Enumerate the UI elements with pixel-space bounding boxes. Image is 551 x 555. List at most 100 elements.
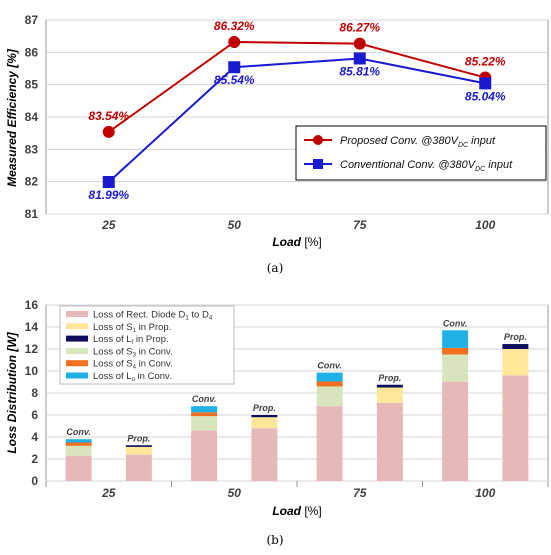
bar-segment [191, 430, 218, 481]
bar-group-label: Prop. [378, 373, 401, 383]
y-tick-label: 4 [31, 430, 38, 444]
y-tick-label: 14 [25, 320, 39, 334]
efficiency-x-axis-label: Load [%] [272, 235, 321, 249]
y-tick-label: 81 [25, 207, 39, 221]
efficiency-legend: Proposed Conv. @380VDC input Conventional… [295, 125, 547, 181]
data-point [102, 175, 115, 188]
loss-x-axis-label: Load [%] [272, 504, 321, 518]
caption-b: (b) [266, 533, 283, 547]
efficiency-y-axis-label: Measured Efficiency [%] [5, 48, 19, 187]
bar-segment [65, 445, 92, 456]
legend-swatch [66, 372, 88, 379]
bar-group-label: Prop. [127, 433, 150, 443]
y-tick-label: 84 [25, 110, 39, 124]
legend-label: Loss of S1 in Prop. [93, 322, 171, 334]
y-tick-label: 87 [25, 13, 39, 27]
data-label: 83.54% [88, 109, 129, 123]
legend-marker [313, 135, 323, 145]
data-point [228, 61, 241, 74]
bar-segment [125, 454, 152, 481]
y-tick-label: 6 [31, 408, 38, 422]
legend-label: Proposed Conv. @380VDC input [340, 135, 496, 149]
data-label: 85.81% [339, 64, 380, 78]
y-tick-label: 0 [31, 474, 38, 488]
legend-label: Loss of Lf in Prop. [93, 334, 169, 346]
series-line [108, 40, 486, 133]
bar-segment [251, 417, 278, 429]
x-tick-label: 100 [475, 486, 495, 500]
bar-segment [502, 344, 529, 349]
legend-swatch [66, 323, 88, 330]
efficiency-y-ticks: 81 82 83 84 85 86 87 [25, 13, 39, 221]
loss-x-ticks: 25 50 75 100 [101, 486, 496, 500]
bar-segment [125, 445, 152, 447]
data-point [228, 35, 241, 48]
bar-segment [316, 406, 343, 481]
bar-segment [376, 387, 403, 403]
x-tick-label: 50 [228, 486, 242, 500]
y-tick-label: 8 [31, 386, 38, 400]
bar-group-label: Conv. [192, 394, 217, 404]
bar-segment [376, 402, 403, 481]
x-tick-label: 75 [353, 218, 367, 232]
legend-marker [313, 159, 323, 169]
data-label: 81.99% [88, 188, 129, 202]
bar-segment [191, 406, 218, 413]
bar-group-label: Conv. [317, 361, 342, 371]
x-tick-label: 25 [101, 486, 116, 500]
data-label: 85.22% [465, 55, 506, 69]
legend-label: Loss of S4 in Conv. [93, 359, 173, 371]
bar-segment [502, 375, 529, 481]
loss-y-ticks: 0 2 4 6 8 10 12 14 16 [25, 298, 39, 488]
legend-swatch [66, 335, 88, 342]
bar-segment [251, 415, 278, 418]
y-tick-label: 10 [25, 364, 39, 378]
y-tick-label: 83 [25, 142, 39, 156]
bar-segment [191, 412, 218, 417]
efficiency-series [102, 35, 492, 188]
legend-swatch [66, 360, 88, 367]
data-point [479, 77, 492, 90]
bar-segment [316, 381, 343, 387]
data-label: 86.32% [214, 19, 255, 33]
bar-group-label: Prop. [504, 332, 527, 342]
data-point [353, 52, 366, 65]
bar-segment [65, 455, 92, 481]
data-point [102, 125, 115, 138]
y-tick-label: 12 [25, 342, 39, 356]
data-label: 85.04% [465, 89, 506, 103]
bar-segment [442, 382, 469, 481]
legend-box [59, 305, 235, 385]
x-tick-label: 50 [228, 218, 242, 232]
legend-box [295, 125, 547, 181]
bar-segment [251, 428, 278, 481]
bar-segment [191, 416, 218, 431]
bar-group-label: Conv. [443, 318, 468, 328]
y-tick-label: 82 [25, 175, 39, 189]
efficiency-x-ticks: 25 50 75 100 [101, 218, 496, 232]
legend-label: Conventional Conv. @380VDC input [340, 159, 513, 173]
bar-segment [442, 354, 469, 382]
bar-segment [376, 384, 403, 388]
y-tick-label: 85 [25, 78, 39, 92]
legend-swatch [66, 347, 88, 354]
legend-label: Loss of S3 in Conv. [93, 346, 173, 358]
bar-segment [65, 442, 92, 446]
loss-y-axis-label: Loss Distribution [W] [5, 331, 19, 453]
bar-segment [502, 349, 529, 376]
y-tick-label: 16 [25, 298, 39, 312]
x-tick-label: 75 [353, 486, 367, 500]
efficiency-data-labels: 83.54% 86.32% 86.27% 85.22% 81.99% 85.54% 85.8… [88, 19, 506, 202]
legend-label: Loss of Rect. Diode D1 to D4 [93, 310, 213, 322]
y-tick-label: 86 [25, 45, 39, 59]
loss-distribution-bar-chart: 0 2 4 6 8 10 12 14 16 25 50 75 100 Conv. Prop. Conv. P… [5, 298, 549, 547]
bar-segment [125, 446, 152, 455]
efficiency-line-chart: 81 82 83 84 85 86 87 25 50 75 100 83.54% 86.32% 86.… [5, 13, 549, 275]
caption-a: (a) [267, 261, 284, 275]
bar-group-label: Conv. [66, 427, 91, 437]
loss-bar-labels: Conv. Prop. Conv. Prop. Conv. Prop. Conv. Prop. [66, 318, 527, 443]
data-label: 85.54% [214, 73, 255, 87]
bar-segment [316, 372, 343, 382]
legend-label: Loss of Lo in Conv. [93, 371, 172, 383]
